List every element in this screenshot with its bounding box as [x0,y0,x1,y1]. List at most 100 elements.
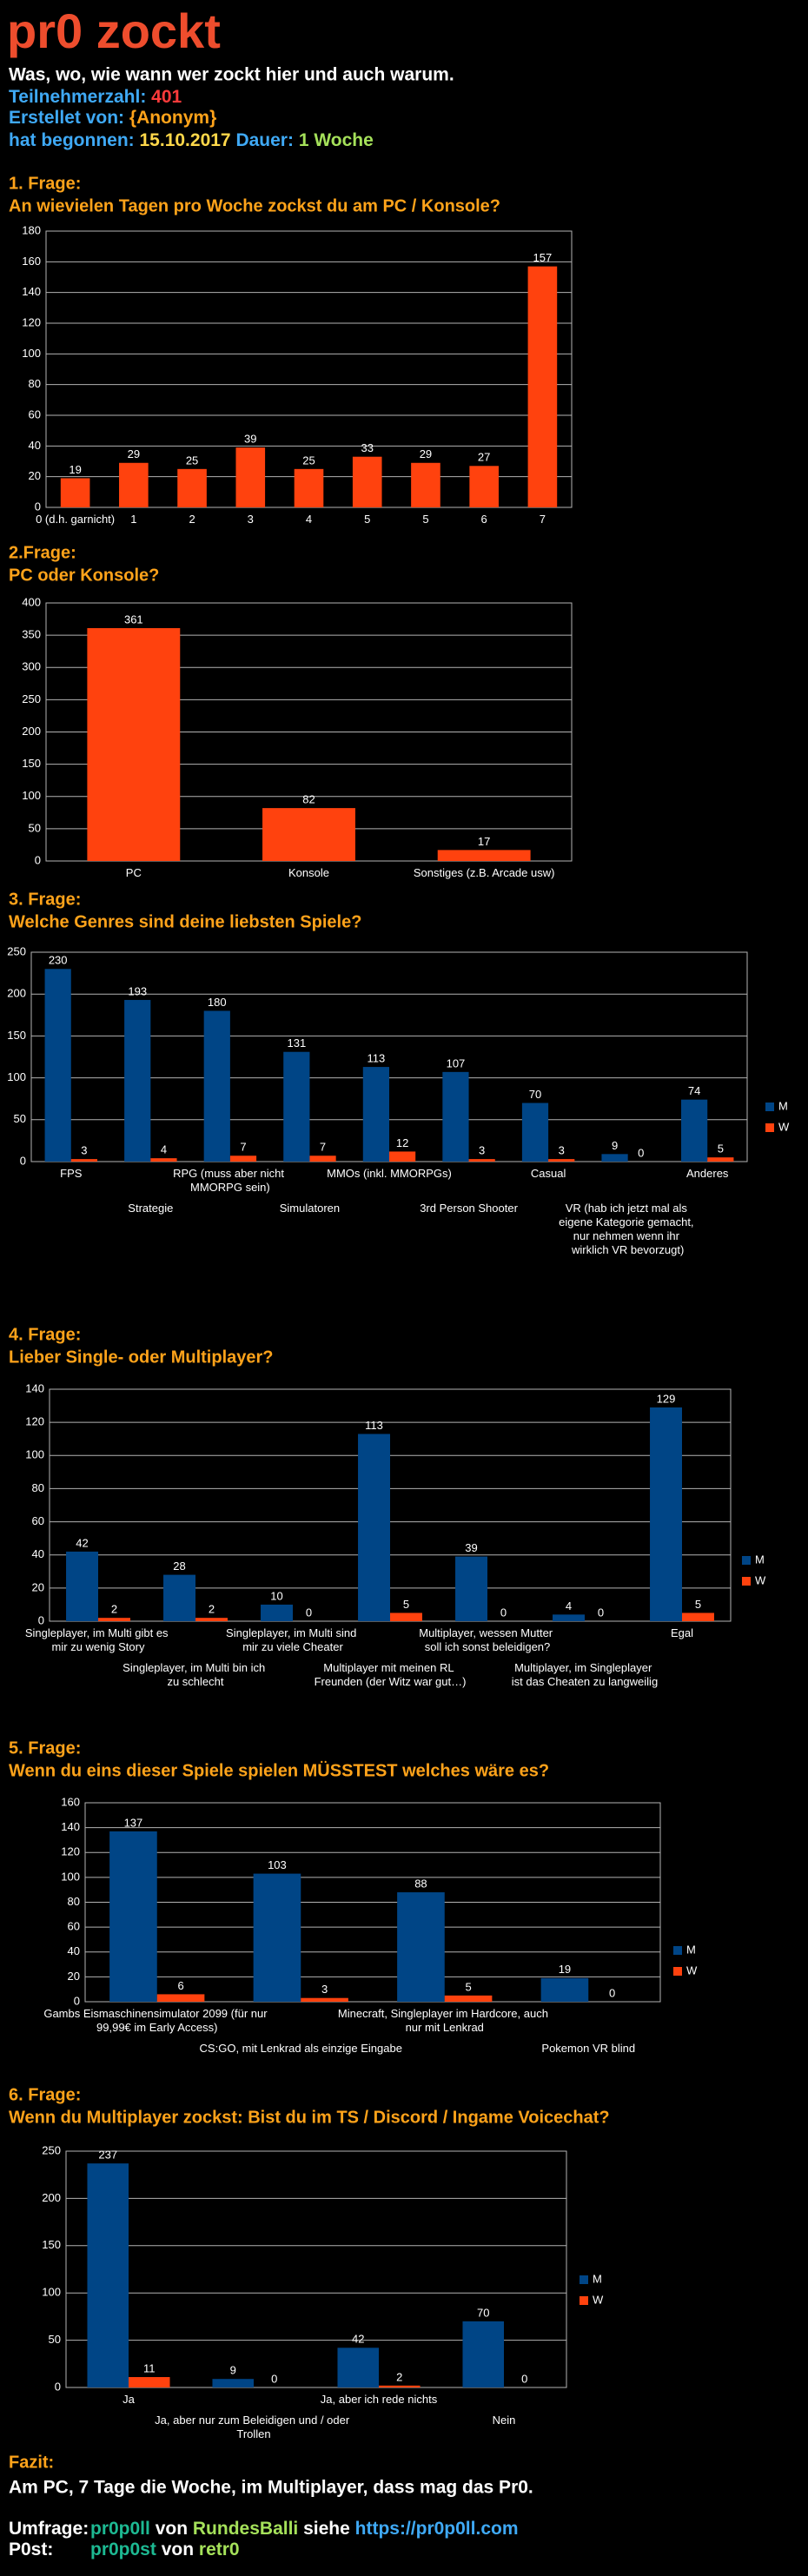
start-line: hat begonnen: 15.10.2017 Dauer: 1 Woche [9,130,374,150]
value-label: 10 [270,1589,282,1602]
bar [44,969,71,1162]
chart-title: PC oder Konsole? [9,566,159,585]
value-label: 11 [143,2361,156,2374]
value-label: 27 [478,451,490,464]
value-label: 0 [521,2372,527,2385]
y-tick-label: 80 [68,1895,80,1908]
x-tick-label: 2 [189,513,195,526]
bar [352,456,382,507]
bar [124,999,151,1162]
value-label: 0 [609,1986,615,1999]
value-label: 2 [396,2370,402,2383]
y-tick-label: 120 [22,315,41,328]
value-label: 5 [695,1598,701,1611]
value-label: 5 [718,1142,724,1156]
bar [235,447,266,507]
value-label: 33 [361,441,373,454]
y-tick-label: 120 [61,1845,80,1858]
legend-swatch [580,2296,588,2305]
y-tick-label: 140 [61,1820,80,1833]
x-tick-label: CS:GO, mit Lenkrad als einzige Eingabe [200,2042,402,2055]
value: 1 Woche [299,130,374,150]
y-tick-label: 100 [22,347,41,360]
bar [301,1997,348,2002]
y-tick-label: 250 [42,2143,61,2156]
label: Dauer: [235,130,294,150]
y-tick-label: 20 [32,1580,44,1593]
value-label: 4 [161,1143,167,1156]
author-line: Erstellet von: {Anonym} [9,108,216,128]
value-label: 103 [268,1858,287,1871]
legend-label: W [593,2293,604,2306]
link[interactable]: https://pr0p0ll.com [355,2519,519,2539]
legend-swatch [580,2275,588,2284]
value-label: 361 [124,613,143,626]
bar [337,2348,379,2387]
x-tick-label: Ja, aber nur zum Beleidigen und / oder T… [155,2414,353,2440]
value-label: 12 [396,1136,408,1149]
y-tick-label: 100 [42,2286,61,2299]
bar [455,1556,487,1621]
value-label: 88 [414,1877,427,1890]
y-tick-label: 150 [22,757,41,770]
value-label: 0 [306,1606,312,1619]
x-tick-label: Simulatoren [280,1202,340,1215]
bar [66,1551,98,1621]
y-tick-label: 20 [68,1970,80,1983]
bar [389,1151,416,1162]
value-label: 3 [559,1144,565,1157]
chart-title: Wenn du Multiplayer zockst: Bist du im T… [9,2108,610,2127]
chart-title: Wenn du eins dieser Spiele spielen MÜSST… [9,1760,549,1780]
bar [177,468,207,507]
value-label: 7 [320,1141,326,1154]
value-label: 70 [529,1088,541,1101]
legend-swatch [673,1946,682,1955]
value-label: 0 [271,2372,277,2385]
value-label: 29 [128,447,140,460]
legend-label: W [778,1120,790,1133]
value-label: 0 [500,1606,507,1619]
question-label: 1. Frage: [9,174,81,193]
bar [261,1604,293,1621]
y-tick-label: 80 [32,1481,44,1494]
value-label: 3 [81,1144,87,1157]
bar [468,1159,495,1162]
value-label: 39 [465,1541,477,1554]
x-tick-label: Strategie [128,1202,173,1215]
value-label: 137 [124,1816,143,1829]
value-label: 5 [465,1980,471,1993]
y-tick-label: 0 [20,1154,26,1167]
bar [203,1010,230,1162]
poll-name: pr0p0ll [90,2519,150,2539]
x-tick-label: Nein [493,2414,516,2427]
bar [527,266,558,507]
value-label: 82 [302,793,315,806]
y-tick-label: 60 [68,1920,80,1933]
x-tick-label: Ja [123,2393,136,2406]
value-label: 193 [128,984,147,997]
x-tick-label: Gambs Eismaschinensimulator 2099 (für nu… [43,2007,270,2034]
value-label: 157 [533,251,553,264]
legend-label: W [686,1963,698,1977]
bar [707,1157,734,1162]
legend-label: W [755,1573,766,1586]
x-tick-label: Ja, aber ich rede nichts [321,2393,438,2406]
y-tick-label: 140 [25,1381,44,1394]
poll-author: RundesBalli [193,2519,298,2539]
x-tick-label: MMOs (inkl. MMORPGs) [327,1167,452,1180]
y-tick-label: 0 [38,1613,44,1626]
bar [553,1614,585,1621]
x-tick-label: Sonstiges (z.B. Arcade usw) [414,866,555,879]
x-tick-label: 6 [481,513,487,526]
x-tick-label: Multiplayer, im Singleplayer ist das Che… [512,1661,658,1688]
bar [262,808,355,861]
summary-label: Fazit: [9,2453,54,2472]
bar [129,2377,170,2387]
value-label: 230 [49,954,68,967]
bar [548,1159,575,1162]
y-tick-label: 150 [7,1029,26,1042]
y-tick-label: 350 [22,628,41,641]
value-label: 0 [638,1146,644,1159]
